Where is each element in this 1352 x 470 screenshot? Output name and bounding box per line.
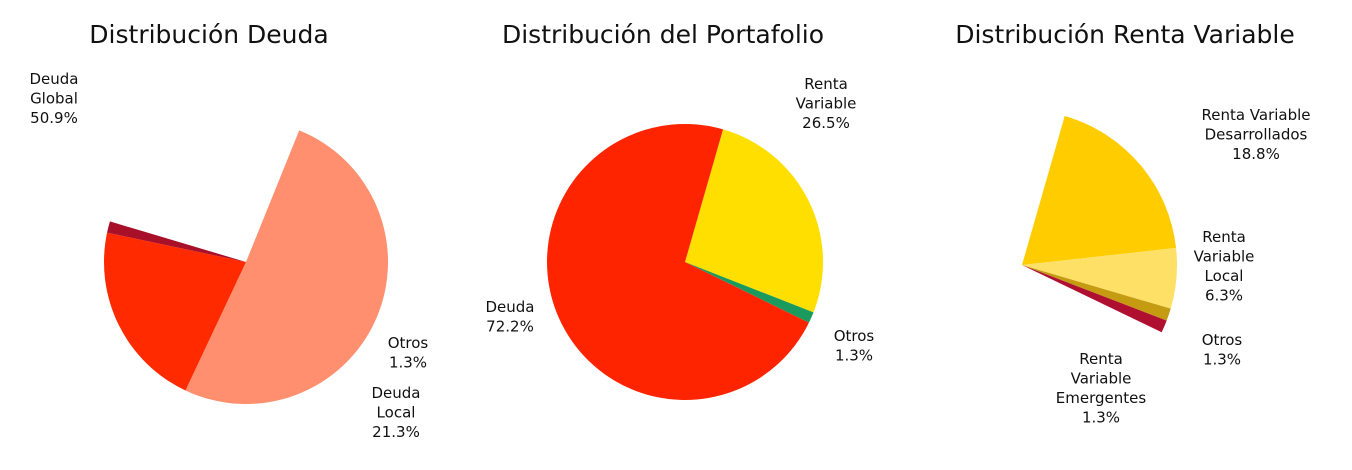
pie-slice-renta-variable-desarrollados: [1022, 116, 1176, 265]
slice-label-line: Otros: [388, 334, 429, 352]
slice-label-line: 6.3%: [1205, 287, 1243, 305]
pie-slices-portafolio: [547, 124, 823, 400]
slice-label-line: 72.2%: [486, 318, 534, 336]
slice-label-line: Renta: [804, 75, 848, 93]
slice-label-line: 50.9%: [30, 109, 78, 127]
slice-label-deuda-global: Deuda Global 50.9%: [30, 70, 79, 127]
slice-label-line: Local: [1205, 267, 1244, 285]
slice-label-line: 21.3%: [372, 423, 420, 441]
slice-label-renta-variable-desarrollados: Renta Variable Desarrollados 18.8%: [1201, 106, 1310, 163]
slice-label-line: Renta Variable: [1201, 106, 1310, 124]
slice-label-otros: Otros 1.3%: [1202, 331, 1243, 369]
slice-label-line: 18.8%: [1232, 145, 1280, 163]
chart-title-portafolio: Distribución del Portafolio: [502, 20, 824, 49]
chart-title-deuda: Distribución Deuda: [89, 20, 328, 49]
slice-label-renta-variable-local: Renta Variable Local 6.3%: [1194, 228, 1255, 305]
pie-slices-deuda: [104, 130, 388, 404]
slice-label-deuda: Deuda 72.2%: [486, 298, 535, 336]
chart-distribucion-portafolio: Distribución del Portafolio Renta Variabl…: [486, 20, 875, 400]
slice-label-line: 1.3%: [835, 347, 873, 365]
slice-label-line: Deuda: [30, 70, 79, 88]
chart-distribucion-deuda: Distribución Deuda Deuda Global 50.9%Deuda…: [30, 20, 429, 441]
slice-label-otros: Otros 1.3%: [388, 334, 429, 372]
slice-label-line: Renta: [1079, 350, 1123, 368]
slice-label-line: Variable: [1071, 370, 1132, 388]
slice-label-line: Variable: [796, 95, 857, 113]
slice-label-line: Variable: [1194, 248, 1255, 266]
slice-label-line: 26.5%: [802, 114, 850, 132]
slice-label-renta-variable: Renta Variable 26.5%: [796, 75, 857, 132]
slice-label-line: Global: [30, 90, 78, 108]
slice-label-line: 1.3%: [1203, 351, 1241, 369]
pie-slices-renta-variable: [1022, 116, 1177, 332]
slice-label-line: 1.3%: [389, 354, 427, 372]
slice-label-deuda-local: Deuda Local 21.3%: [372, 384, 421, 441]
slice-label-renta-variable-emergentes: Renta Variable Emergentes 1.3%: [1056, 350, 1147, 427]
slice-label-line: Renta: [1202, 228, 1246, 246]
slice-label-otros: Otros 1.3%: [834, 327, 875, 365]
slice-label-line: Desarrollados: [1205, 126, 1308, 144]
slice-label-line: Otros: [1202, 331, 1243, 349]
slice-label-line: Emergentes: [1056, 389, 1147, 407]
chart-title-renta-variable: Distribución Renta Variable: [955, 20, 1295, 49]
slice-label-line: Deuda: [486, 298, 535, 316]
slice-label-line: Local: [377, 404, 416, 422]
slice-label-line: Deuda: [372, 384, 421, 402]
slice-label-line: 1.3%: [1082, 409, 1120, 427]
chart-distribucion-renta-variable: Distribución Renta Variable Renta Variab…: [955, 20, 1310, 427]
slice-label-line: Otros: [834, 327, 875, 345]
